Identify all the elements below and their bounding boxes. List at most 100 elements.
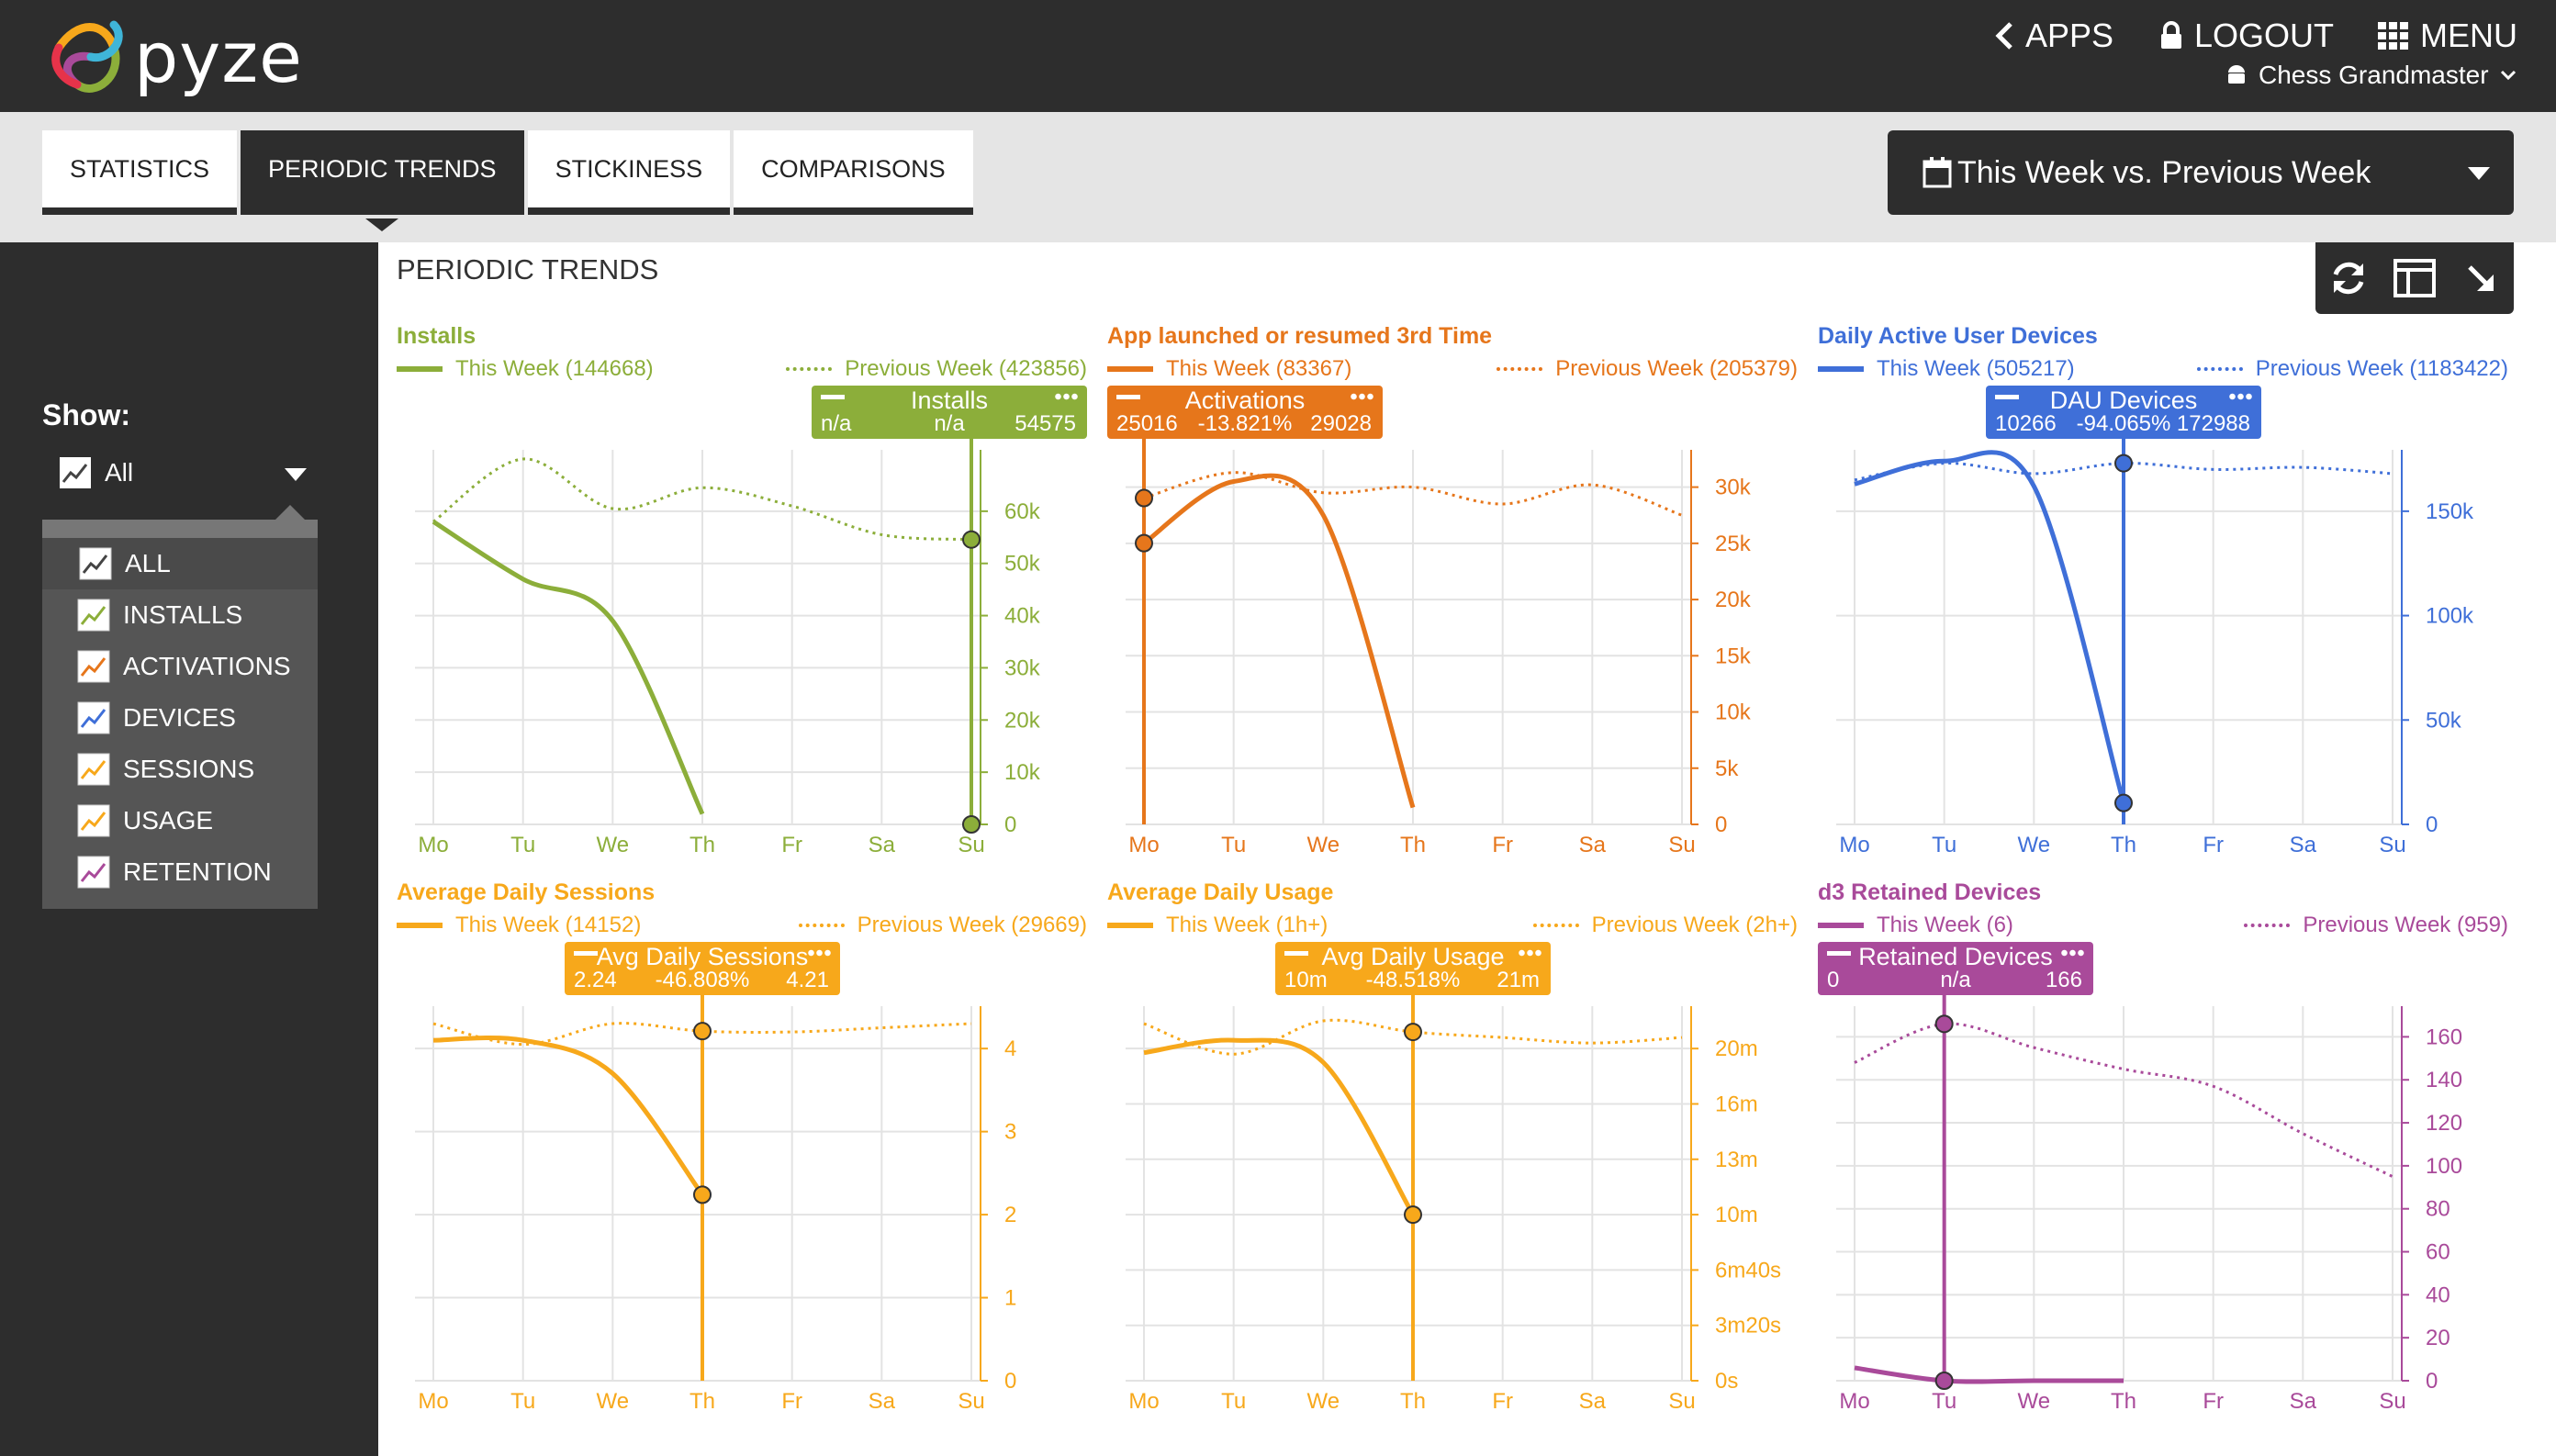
y-tick-label: 2 <box>1004 1203 1016 1227</box>
legend-previous-week[interactable]: Previous Week (959) <box>2244 913 2508 938</box>
more-icon[interactable] <box>2060 949 2084 957</box>
chart-line-icon <box>77 804 110 837</box>
hover-point-previous[interactable] <box>1404 1023 1422 1042</box>
hover-tooltip: Activations 25016 -13.821% 29028 <box>1107 386 1383 439</box>
x-tick-label: Sa <box>869 1389 896 1414</box>
y-tick-label: 25k <box>1715 532 1752 556</box>
y-tick-label: 3 <box>1004 1120 1016 1145</box>
page-title: PERIODIC TRENDS <box>397 253 659 286</box>
collapse-icon[interactable] <box>2459 256 2503 300</box>
x-tick-label: Su <box>1668 1389 1695 1414</box>
tooltip-change-value: n/a <box>1940 968 1971 992</box>
tab-statistics[interactable]: STATISTICS <box>42 130 238 215</box>
y-tick-label: 3m20s <box>1715 1314 1781 1338</box>
more-icon[interactable] <box>1518 949 1541 957</box>
show-option-label: ACTIVATIONS <box>123 652 291 680</box>
logout-label: LOGOUT <box>2194 17 2335 54</box>
legend-label: This Week (83367) <box>1166 356 1352 381</box>
chart-line-icon <box>77 701 110 734</box>
y-tick-label: 120 <box>2426 1111 2462 1136</box>
x-tick-label: Th <box>689 833 715 857</box>
refresh-icon[interactable] <box>2326 256 2371 300</box>
y-tick-label: 0 <box>1004 1369 1016 1394</box>
more-icon[interactable] <box>2228 393 2252 400</box>
more-icon[interactable] <box>1350 393 1373 400</box>
more-icon[interactable] <box>1054 393 1078 400</box>
chart-title: Installs <box>397 323 476 349</box>
tooltip-current-value: 25016 <box>1116 411 1178 436</box>
tooltip-current-value: n/a <box>821 411 852 436</box>
hover-point-current[interactable] <box>693 1185 712 1204</box>
tab-periodic-trends[interactable]: PERIODIC TRENDS <box>241 130 524 231</box>
more-icon[interactable] <box>807 949 831 957</box>
apps-link[interactable]: APPS <box>1994 17 2113 55</box>
x-tick-label: Th <box>2111 833 2136 857</box>
legend-label: This Week (505217) <box>1877 356 2075 381</box>
show-option-all[interactable]: ALL <box>42 538 318 589</box>
show-option-label: ALL <box>125 549 171 577</box>
logout-link[interactable]: LOGOUT <box>2159 17 2334 55</box>
legend-this-week[interactable]: This Week (144668) <box>397 356 654 382</box>
tab-comparisons[interactable]: COMPARISONS <box>734 130 973 215</box>
show-dropdown[interactable]: All <box>59 450 307 496</box>
hover-point-current[interactable] <box>962 815 981 834</box>
show-option-devices[interactable]: DEVICES <box>42 692 318 744</box>
logo-text: pyze <box>134 17 303 98</box>
series-this-week-line <box>1142 473 1416 809</box>
hover-point-previous[interactable] <box>693 1022 712 1041</box>
hover-point-previous[interactable] <box>1934 1014 1954 1034</box>
chart-activations: App launched or resumed 3rd Time This Wee… <box>1107 323 1798 874</box>
legend-previous-week[interactable]: Previous Week (423856) <box>786 356 1087 382</box>
legend-previous-week[interactable]: Previous Week (2h+) <box>1532 913 1798 938</box>
y-tick-label: 20 <box>2426 1326 2450 1350</box>
hover-point-previous[interactable] <box>2114 454 2133 473</box>
legend-label: Previous Week (29669) <box>857 913 1087 937</box>
hover-point-current[interactable] <box>1934 1372 1954 1390</box>
legend-this-week[interactable]: This Week (83367) <box>1107 356 1351 382</box>
chart-line-icon <box>60 457 91 488</box>
chart-line-icon <box>77 856 110 889</box>
date-range-dropdown[interactable]: This Week vs. Previous Week <box>1888 130 2514 215</box>
grid-menu-icon <box>2378 22 2408 50</box>
series-this-week-line <box>432 1035 705 1196</box>
legend-previous-week[interactable]: Previous Week (205379) <box>1497 356 1798 382</box>
legend-this-week[interactable]: This Week (1h+) <box>1107 913 1328 938</box>
hover-point-previous[interactable] <box>1135 488 1153 508</box>
show-option-installs[interactable]: INSTALLS <box>42 589 318 641</box>
tooltip-change-value: -46.808% <box>655 968 750 992</box>
tab-bar: STATISTICS PERIODIC TRENDS STICKINESS CO… <box>0 112 2556 242</box>
show-option-retention[interactable]: RETENTION <box>42 846 318 898</box>
show-option-sessions[interactable]: SESSIONS <box>42 744 318 795</box>
show-option-usage[interactable]: USAGE <box>42 795 318 846</box>
show-option-label: SESSIONS <box>123 755 255 783</box>
y-tick-label: 150k <box>2426 499 2474 524</box>
show-options-list: ALL INSTALLS ACTIVATIONS DEVICES SESSION… <box>42 505 318 909</box>
x-tick-label: Sa <box>2290 833 2317 857</box>
layout-icon[interactable] <box>2393 256 2437 300</box>
legend-this-week[interactable]: This Week (505217) <box>1818 356 2075 382</box>
hover-point-current[interactable] <box>2114 793 2133 812</box>
hover-point-current[interactable] <box>1404 1205 1422 1225</box>
y-tick-label: 13m <box>1715 1148 1758 1172</box>
hover-point-previous[interactable] <box>962 530 981 549</box>
legend-this-week[interactable]: This Week (6) <box>1818 913 2013 938</box>
show-option-label: USAGE <box>123 806 214 834</box>
x-tick-label: Mo <box>1128 1389 1159 1414</box>
menu-link[interactable]: MENU <box>2378 17 2517 55</box>
show-option-activations[interactable]: ACTIVATIONS <box>42 641 318 692</box>
tab-stickiness[interactable]: STICKINESS <box>527 130 731 215</box>
legend-swatch <box>397 366 443 372</box>
legend-this-week[interactable]: This Week (14152) <box>397 913 641 938</box>
x-tick-label: Sa <box>869 833 896 857</box>
x-tick-label: Mo <box>1128 833 1159 857</box>
chevron-left-icon <box>1995 22 2012 50</box>
hover-point-current[interactable] <box>1135 533 1153 553</box>
y-tick-label: 5k <box>1715 756 1739 781</box>
tooltip-previous-value: 172988 <box>2176 411 2250 436</box>
legend-label: Previous Week (205379) <box>1555 356 1798 381</box>
legend-swatch <box>786 367 833 371</box>
legend-previous-week[interactable]: Previous Week (29669) <box>798 913 1087 938</box>
pyze-logo-icon[interactable] <box>40 11 316 103</box>
legend-previous-week[interactable]: Previous Week (1183422) <box>2196 356 2508 382</box>
app-selector[interactable]: Chess Grandmaster <box>2225 61 2517 90</box>
